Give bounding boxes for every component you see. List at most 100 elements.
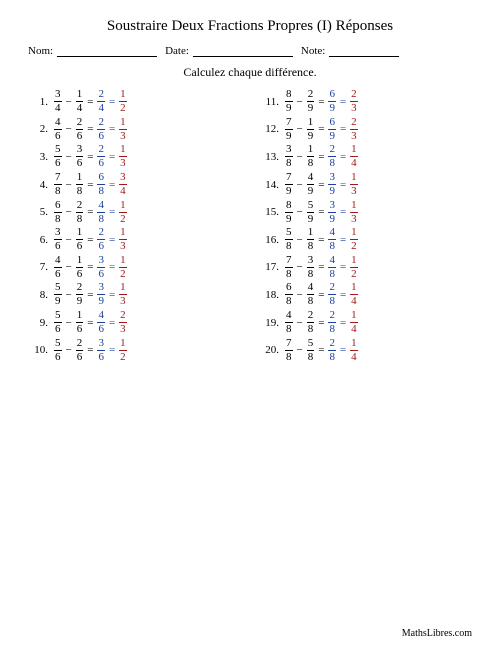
- fraction: 39: [97, 282, 105, 307]
- fraction: 12: [119, 338, 127, 363]
- equals-sign: =: [340, 123, 346, 135]
- equation: 56−26=36=12: [54, 338, 127, 363]
- equals-sign: =: [318, 206, 324, 218]
- minus-sign: −: [297, 151, 303, 163]
- equals-sign: =: [87, 179, 93, 191]
- fraction: 78: [285, 255, 293, 280]
- note-line: [329, 46, 399, 57]
- fraction: 13: [350, 200, 358, 225]
- equation: 78−18=68=34: [54, 172, 127, 197]
- fraction: 12: [119, 255, 127, 280]
- name-label: Nom:: [28, 45, 53, 57]
- fraction: 36: [76, 144, 84, 169]
- fraction: 36: [97, 338, 105, 363]
- problem-number: 11.: [259, 96, 279, 108]
- equals-sign: =: [109, 344, 115, 356]
- minus-sign: −: [297, 289, 303, 301]
- equation: 46−26=26=13: [54, 117, 127, 142]
- equals-sign: =: [340, 206, 346, 218]
- equals-sign: =: [87, 151, 93, 163]
- equals-sign: =: [87, 344, 93, 356]
- problem-row: 19.48−28=28=14: [259, 309, 472, 337]
- problem-number: 9.: [28, 317, 48, 329]
- problem-number: 19.: [259, 317, 279, 329]
- fraction: 12: [119, 200, 127, 225]
- equation: 58−18=48=12: [285, 227, 358, 252]
- minus-sign: −: [297, 344, 303, 356]
- page-title: Soustraire Deux Fractions Propres (I) Ré…: [28, 18, 472, 35]
- equals-sign: =: [318, 96, 324, 108]
- equals-sign: =: [318, 234, 324, 246]
- equals-sign: =: [87, 96, 93, 108]
- fraction: 59: [54, 282, 62, 307]
- equation: 59−29=39=13: [54, 282, 127, 307]
- equals-sign: =: [340, 179, 346, 191]
- fraction: 12: [350, 255, 358, 280]
- fraction: 19: [307, 117, 315, 142]
- fraction: 48: [285, 310, 293, 335]
- minus-sign: −: [66, 289, 72, 301]
- minus-sign: −: [66, 96, 72, 108]
- fraction: 59: [307, 200, 315, 225]
- fraction: 14: [350, 144, 358, 169]
- problem-row: 18.68−48=28=14: [259, 281, 472, 309]
- equation: 79−49=39=13: [285, 172, 358, 197]
- equation: 38−18=28=14: [285, 144, 358, 169]
- fraction: 29: [307, 89, 315, 114]
- problem-number: 17.: [259, 261, 279, 273]
- date-line: [193, 46, 293, 57]
- minus-sign: −: [297, 206, 303, 218]
- fraction: 28: [328, 144, 336, 169]
- equation: 36−16=26=13: [54, 227, 127, 252]
- problem-number: 4.: [28, 179, 48, 191]
- date-label: Date:: [165, 45, 189, 57]
- problem-row: 2.46−26=26=13: [28, 116, 241, 144]
- equals-sign: =: [109, 289, 115, 301]
- fraction: 68: [54, 200, 62, 225]
- fraction: 18: [76, 172, 84, 197]
- fraction: 56: [54, 144, 62, 169]
- equals-sign: =: [109, 96, 115, 108]
- problem-number: 14.: [259, 179, 279, 191]
- problem-row: 10.56−26=36=12: [28, 336, 241, 364]
- fraction: 26: [76, 117, 84, 142]
- equals-sign: =: [318, 289, 324, 301]
- problem-number: 10.: [28, 344, 48, 356]
- fraction: 14: [76, 89, 84, 114]
- fraction: 14: [350, 338, 358, 363]
- column-left: 1.34−14=24=122.46−26=26=133.56−36=26=134…: [28, 88, 241, 364]
- column-right: 11.89−29=69=2312.79−19=69=2313.38−18=28=…: [259, 88, 472, 364]
- problem-number: 1.: [28, 96, 48, 108]
- problem-row: 20.78−58=28=14: [259, 336, 472, 364]
- fraction: 13: [119, 282, 127, 307]
- equals-sign: =: [340, 234, 346, 246]
- equals-sign: =: [109, 206, 115, 218]
- minus-sign: −: [66, 344, 72, 356]
- problems-container: 1.34−14=24=122.46−26=26=133.56−36=26=134…: [28, 88, 472, 364]
- problem-row: 14.79−49=39=13: [259, 171, 472, 199]
- date-field: Date:: [165, 45, 293, 57]
- equation: 34−14=24=12: [54, 89, 127, 114]
- problem-number: 12.: [259, 123, 279, 135]
- fraction: 39: [328, 172, 336, 197]
- equation: 78−38=48=12: [285, 255, 358, 280]
- equals-sign: =: [340, 317, 346, 329]
- equation: 56−36=26=13: [54, 144, 127, 169]
- equals-sign: =: [109, 261, 115, 273]
- fraction: 89: [285, 89, 293, 114]
- minus-sign: −: [66, 179, 72, 191]
- equals-sign: =: [87, 317, 93, 329]
- fraction: 46: [97, 310, 105, 335]
- fraction: 18: [307, 227, 315, 252]
- problem-number: 18.: [259, 289, 279, 301]
- name-line: [57, 46, 157, 57]
- fraction: 26: [97, 227, 105, 252]
- fraction: 69: [328, 89, 336, 114]
- minus-sign: −: [66, 206, 72, 218]
- fraction: 89: [285, 200, 293, 225]
- instruction-text: Calculez chaque différence.: [28, 65, 472, 80]
- problem-number: 16.: [259, 234, 279, 246]
- equals-sign: =: [109, 151, 115, 163]
- problem-number: 7.: [28, 261, 48, 273]
- fraction: 56: [54, 338, 62, 363]
